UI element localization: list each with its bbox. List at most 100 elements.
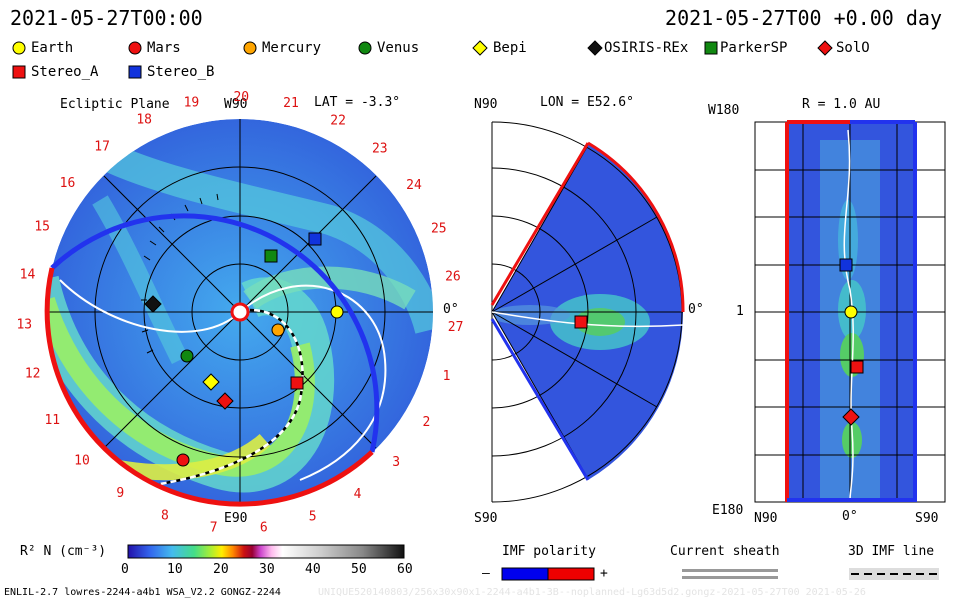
- legend-solo: SolO: [817, 40, 870, 56]
- stereo-b-marker: [308, 232, 322, 246]
- hour-label: 2: [422, 415, 430, 430]
- legend-stereo-b: Stereo_B: [128, 64, 214, 80]
- mercury-marker: [271, 323, 285, 337]
- earth-marker: [330, 305, 344, 319]
- hour-label: 1: [443, 369, 451, 384]
- hour-label: 16: [60, 176, 76, 191]
- legend-label: Mars: [147, 40, 181, 56]
- solo-marker: [216, 392, 234, 410]
- hour-label: 3: [392, 455, 400, 470]
- radial-title: R = 1.0 AU: [802, 97, 881, 112]
- legend-label: SolO: [836, 40, 870, 56]
- right-timestamp: 2021-05-27T00 +0.00 day: [665, 6, 942, 30]
- ecliptic-title: Ecliptic Plane: [60, 97, 170, 112]
- colorbar-tick-label: 20: [213, 562, 229, 577]
- radial-left-mid-label: 1: [736, 304, 744, 319]
- hour-label: 23: [372, 141, 388, 156]
- hour-label: 4: [354, 487, 362, 502]
- hour-label: 6: [260, 521, 268, 536]
- left-timestamp: 2021-05-27T00:00: [10, 6, 203, 30]
- radial-stereo-a-marker: [850, 360, 864, 374]
- radial-earth-marker: [844, 305, 858, 319]
- hour-label: 7: [210, 520, 218, 535]
- diamond-icon: [587, 40, 603, 56]
- meridional-bottom-label: S90: [474, 511, 498, 526]
- hour-label: 25: [431, 222, 447, 237]
- circle-icon: [243, 41, 257, 55]
- legend-mercury: Mercury: [243, 40, 321, 56]
- square-icon: [704, 41, 718, 55]
- radial-bottom-0: 0°: [842, 509, 858, 524]
- imf-positive-swatch: [547, 567, 595, 581]
- legend-label: OSIRIS-REx: [604, 40, 689, 56]
- legend-label: Bepi: [493, 40, 527, 56]
- circle-icon: [12, 41, 26, 55]
- legend-label: Venus: [377, 40, 420, 56]
- square-icon: [12, 65, 26, 79]
- imf-polarity-title: IMF polarity: [502, 544, 596, 559]
- bepi-marker: [202, 373, 220, 391]
- diamond-icon: [817, 40, 833, 56]
- current-sheath-title: Current sheath: [670, 544, 780, 559]
- radial-solo-marker: [842, 408, 860, 426]
- current-sheath-swatch: [682, 569, 778, 572]
- hour-label: 8: [161, 509, 169, 524]
- meridional-stereo-a-marker: [574, 315, 588, 329]
- legend-stereo-a: Stereo_A: [12, 64, 98, 80]
- colorbar-tick-label: 60: [397, 562, 413, 577]
- colorbar-tick-label: 30: [259, 562, 275, 577]
- radial-stereo-b-marker: [839, 258, 853, 272]
- venus-marker: [180, 349, 194, 363]
- hour-label: 11: [44, 413, 60, 428]
- ecliptic-top-label: W90: [224, 97, 248, 112]
- ecliptic-lat-label: LAT = -3.3°: [314, 95, 401, 110]
- legend-label: Mercury: [262, 40, 322, 56]
- radial-top-label: W180: [708, 103, 740, 118]
- hour-label: 14: [20, 267, 36, 282]
- radial-bottom-left-label: E180: [712, 503, 744, 518]
- hour-label: 22: [330, 114, 346, 129]
- colorbar-tick-label: 50: [351, 562, 367, 577]
- imf-line-swatch: [849, 568, 939, 580]
- legend-label: Stereo_B: [147, 64, 215, 80]
- footer-run-id: UNIQUE520140803/256x30x90x1-2244-a4b1-3B…: [318, 587, 866, 598]
- legend-label: Earth: [31, 40, 74, 56]
- hour-label: 24: [406, 178, 422, 193]
- imf-polarity-minus: –: [482, 566, 490, 581]
- legend-osiris-rex: OSIRIS-REx: [587, 40, 688, 56]
- hour-label: 26: [445, 270, 461, 285]
- hour-label: 17: [94, 140, 110, 155]
- meridional-top-label: N90: [474, 97, 498, 112]
- hour-label: 18: [136, 112, 152, 127]
- legend-earth: Earth: [12, 40, 73, 56]
- legend-label: ParkerSP: [720, 40, 788, 56]
- stereo-a-marker: [290, 376, 304, 390]
- radial-bottom-s90: S90: [915, 511, 939, 526]
- radial-bottom-n90: N90: [754, 511, 778, 526]
- hour-label: 5: [309, 509, 317, 524]
- legend-mars: Mars: [128, 40, 181, 56]
- legend-bepi: Bepi: [472, 40, 527, 56]
- meridional-right-label: 0°: [688, 302, 704, 317]
- colorbar-tick-label: 40: [305, 562, 321, 577]
- diamond-icon: [472, 40, 488, 56]
- parkersp-marker: [264, 249, 278, 263]
- hour-label: 21: [283, 96, 299, 111]
- footer-model-info: ENLIL-2.7 lowres-2244-a4b1 WSA_V2.2 GONG…: [4, 587, 281, 598]
- colorbar-tick-label: 10: [167, 562, 183, 577]
- ecliptic-right-label: 0°: [443, 302, 459, 317]
- mars-marker: [176, 453, 190, 467]
- legend-parkersp: ParkerSP: [704, 40, 787, 56]
- circle-icon: [128, 41, 142, 55]
- imf-line-title: 3D IMF line: [848, 544, 935, 559]
- colorbar-tick-label: 0: [121, 562, 129, 577]
- density-colorbar: [127, 544, 405, 559]
- square-icon: [128, 65, 142, 79]
- osiris-rex-marker: [144, 295, 162, 313]
- imf-polarity-plus: +: [600, 566, 608, 581]
- hour-label: 10: [74, 453, 90, 468]
- circle-icon: [358, 41, 372, 55]
- ecliptic-bottom-label: E90: [224, 511, 248, 526]
- hour-label: 12: [25, 367, 41, 382]
